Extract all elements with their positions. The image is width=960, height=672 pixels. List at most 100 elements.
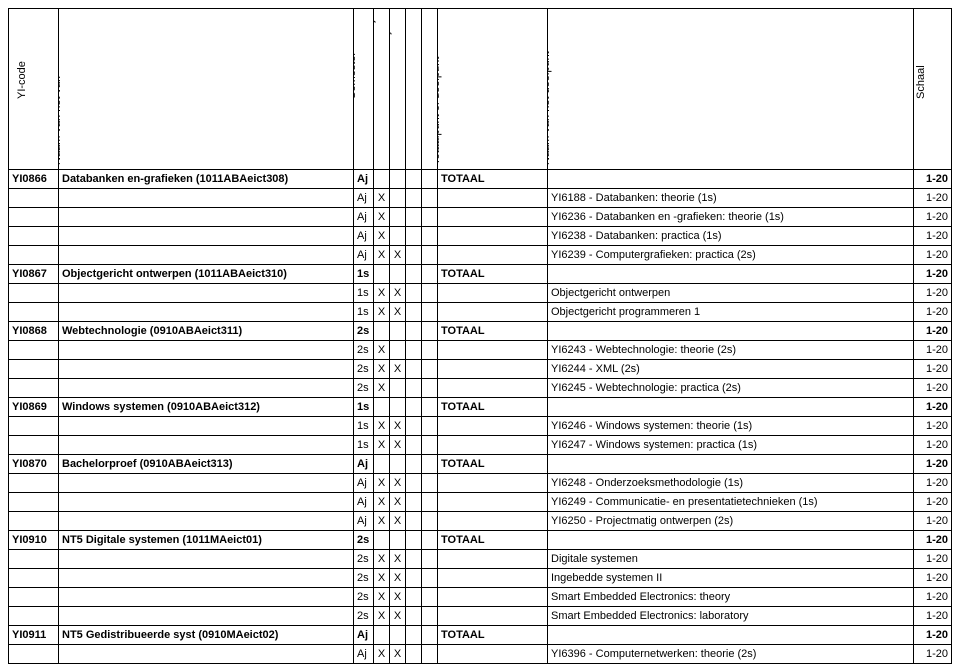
col-name: Naam van het vak	[59, 9, 354, 170]
cell-name	[59, 588, 354, 607]
col-d2: Dovd over acjaar	[390, 9, 406, 170]
cell-schaal: 1-20	[914, 398, 952, 417]
cell-deel: YI6239 - Computergrafieken: practica (2s…	[548, 246, 914, 265]
cell-deel: YI6238 - Databanken: practica (1s)	[548, 227, 914, 246]
cell-code	[9, 284, 59, 303]
cell-d2: X	[390, 493, 406, 512]
cell-nh	[406, 322, 422, 341]
cell-d2: X	[390, 607, 406, 626]
cell-nh	[406, 398, 422, 417]
cell-name	[59, 645, 354, 664]
cell-sem: 1s	[354, 303, 374, 322]
cell-d2	[390, 455, 406, 474]
cell-code: YI0866	[9, 170, 59, 189]
cell-name	[59, 474, 354, 493]
cell-nh	[406, 360, 422, 379]
cell-schaal: 1-20	[914, 189, 952, 208]
cell-sp	[422, 322, 438, 341]
cell-nh	[406, 626, 422, 645]
cell-nh	[406, 265, 422, 284]
cell-d2: X	[390, 474, 406, 493]
cell-sp	[422, 303, 438, 322]
cell-tot	[438, 550, 548, 569]
cell-nh	[406, 645, 422, 664]
cell-d1: X	[374, 284, 390, 303]
cell-d1: X	[374, 569, 390, 588]
cell-code	[9, 303, 59, 322]
cell-d1	[374, 398, 390, 417]
cell-sem: Aj	[354, 626, 374, 645]
cell-d2	[390, 531, 406, 550]
cell-sp	[422, 474, 438, 493]
cell-d2: X	[390, 436, 406, 455]
table-row: YI0911NT5 Gedistribueerde syst (0910MAei…	[9, 626, 952, 645]
cell-sem: Aj	[354, 512, 374, 531]
cell-tot: TOTAAL	[438, 170, 548, 189]
cell-d2	[390, 208, 406, 227]
cell-tot: TOTAAL	[438, 626, 548, 645]
cell-code	[9, 360, 59, 379]
table-row: AjXXYI6396 - Computernetwerken: theorie …	[9, 645, 952, 664]
cell-deel: Digitale systemen	[548, 550, 914, 569]
table-body: YI0866Databanken en-grafieken (1011ABAei…	[9, 170, 952, 664]
cell-deel: YI6188 - Databanken: theorie (1s)	[548, 189, 914, 208]
cell-d2	[390, 398, 406, 417]
cell-sp	[422, 341, 438, 360]
cell-tot	[438, 645, 548, 664]
cell-sp	[422, 208, 438, 227]
table-row: 2sXXYI6244 - XML (2s)1-20	[9, 360, 952, 379]
cell-sp	[422, 398, 438, 417]
cell-code	[9, 569, 59, 588]
cell-d1: X	[374, 607, 390, 626]
cell-d2: X	[390, 645, 406, 664]
cell-tot: TOTAAL	[438, 531, 548, 550]
cell-schaal: 1-20	[914, 284, 952, 303]
cell-tot: TOTAAL	[438, 322, 548, 341]
cell-code	[9, 493, 59, 512]
header-row: YI-code Naam van het vak Semester Dovd b…	[9, 9, 952, 170]
cell-nh	[406, 303, 422, 322]
cell-deel: Ingebedde systemen II	[548, 569, 914, 588]
cell-d1	[374, 265, 390, 284]
cell-code	[9, 436, 59, 455]
cell-d1: X	[374, 417, 390, 436]
cell-name	[59, 436, 354, 455]
cell-sem: 1s	[354, 436, 374, 455]
cell-deel: Objectgericht programmeren 1	[548, 303, 914, 322]
cell-schaal: 1-20	[914, 588, 952, 607]
cell-tot	[438, 284, 548, 303]
cell-sp	[422, 531, 438, 550]
cell-deel: YI6396 - Computernetwerken: theorie (2s)	[548, 645, 914, 664]
cell-code	[9, 588, 59, 607]
cell-name	[59, 550, 354, 569]
cell-sp	[422, 265, 438, 284]
cell-sem: 2s	[354, 379, 374, 398]
cell-d1: X	[374, 379, 390, 398]
cell-d2	[390, 379, 406, 398]
cell-nh	[406, 227, 422, 246]
cell-name: Objectgericht ontwerpen (1011ABAeict310)	[59, 265, 354, 284]
cell-sp	[422, 246, 438, 265]
cell-tot	[438, 227, 548, 246]
cell-schaal: 1-20	[914, 455, 952, 474]
cell-nh	[406, 417, 422, 436]
table-row: 1sXXObjectgericht ontwerpen1-20	[9, 284, 952, 303]
cell-d1: X	[374, 493, 390, 512]
cell-sem: 2s	[354, 588, 374, 607]
cell-sp	[422, 189, 438, 208]
cell-d1: X	[374, 512, 390, 531]
cell-sp	[422, 493, 438, 512]
table-row: AjXXYI6249 - Communicatie- en presentati…	[9, 493, 952, 512]
cell-d1: X	[374, 436, 390, 455]
cell-name: Bachelorproef (0910ABAeict313)	[59, 455, 354, 474]
cell-deel	[548, 531, 914, 550]
cell-name	[59, 360, 354, 379]
cell-nh	[406, 569, 422, 588]
cell-schaal: 1-20	[914, 303, 952, 322]
table-row: YI0870Bachelorproef (0910ABAeict313)AjTO…	[9, 455, 952, 474]
cell-name	[59, 569, 354, 588]
cell-d2	[390, 341, 406, 360]
cell-sem: 2s	[354, 322, 374, 341]
cell-schaal: 1-20	[914, 436, 952, 455]
col-tot: Totaalpunt of deelpunt	[438, 9, 548, 170]
